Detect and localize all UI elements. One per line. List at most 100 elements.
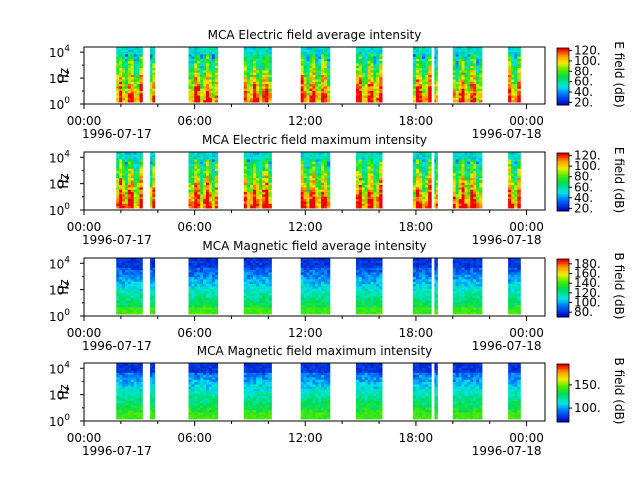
spectrogram-cell [262,274,266,278]
spectrogram-cell [318,175,322,179]
spectrogram-cell [119,191,123,195]
spectrogram-cell [321,196,325,200]
spectrogram-cell [473,152,477,155]
spectrogram-cell [208,79,213,82]
spectrogram-cell [455,56,460,59]
spectrogram-cell [309,180,313,183]
spectrogram-cell [262,203,266,207]
spectrogram-cell [508,60,512,64]
spectrogram-cell [306,265,310,268]
spectrogram-cell [422,56,426,59]
spectrogram-cell [470,92,474,96]
spectrogram-cell [361,156,366,160]
spectrogram-cell [243,161,248,165]
spectrogram-cell [508,81,512,85]
spectrogram-cell [367,290,371,294]
spectrogram-cell [412,83,417,87]
spectrogram-cell [473,74,477,78]
spectrogram-cell [200,288,204,292]
spectrogram-cell [197,49,201,52]
spectrogram-cell [458,63,462,66]
spectrogram-cell [318,194,322,197]
spectrogram-cell [435,300,438,303]
spectrogram-cell [425,79,429,82]
spectrogram-cell [324,92,328,96]
spectrogram-cell [300,159,304,162]
spectrogram-cell [379,286,383,289]
spectrogram-cell [379,163,383,167]
spectrogram-cell [412,47,417,50]
spectrogram-cell [364,152,368,155]
spectrogram-cell [208,159,213,162]
spectrogram-cell [358,69,363,73]
spectrogram-cell [326,92,331,96]
spectrogram-cell [208,156,213,160]
spectrogram-cell [246,274,251,278]
spectrogram-cell [203,307,207,310]
spectrogram-cell [367,99,371,103]
spectrogram-cell [300,196,304,200]
spectrogram-cell [324,156,328,160]
spectrogram-cell [418,170,423,174]
spectrogram-cell [200,262,204,266]
spectrogram-cell [139,276,143,280]
spectrogram-cell [415,269,420,273]
spectrogram-cell [412,187,417,190]
spectrogram-cell [321,295,325,299]
spectrogram-cell [452,88,457,91]
spectrogram-cell [355,304,360,308]
spectrogram-cell [246,152,251,155]
spectrogram-cell [203,281,207,285]
spectrogram-cell [268,269,272,273]
spectrogram-cell [152,163,156,167]
spectrogram-cell [511,201,515,204]
spectrogram-cell [415,283,420,287]
spectrogram-cell [476,53,480,57]
spectrogram-cell [412,90,417,94]
spectrogram-cell [367,279,371,282]
spectrogram-cell [361,86,366,89]
spectrogram-cell [300,58,304,62]
spectrogram-cell [188,205,192,209]
spectrogram-cell [206,265,210,268]
spectrogram-cell [303,269,307,273]
spectrogram-cell [434,203,437,207]
spectrogram-cell [249,79,254,82]
spectrogram-cell [464,163,468,167]
spectrogram-cell [458,180,462,183]
spectrogram-cell [127,203,132,207]
spectrogram-cell [511,170,515,174]
spectrogram-cell [262,297,266,301]
spectrogram-cell [214,97,219,101]
spectrogram-cell [473,83,477,87]
spectrogram-cell [136,92,140,96]
spectrogram-cell [479,163,483,167]
spectrogram-cell [315,60,319,64]
spectrogram-cell [418,60,423,64]
spectrogram-cell [361,267,366,271]
spectrogram-cell [367,97,371,101]
spectrogram-cell [249,262,254,266]
spectrogram-cell [418,175,423,179]
spectrogram-cell [358,293,363,296]
spectrogram-cell [208,290,213,294]
spectrogram-cell [214,203,219,207]
spectrogram-cell [208,311,213,315]
spectrogram-cell [191,95,195,98]
spectrogram-cell [256,286,260,289]
spectrogram-cell [133,154,137,158]
spectrogram-cell [373,159,377,162]
spectrogram-cell [315,196,319,200]
spectrogram-cell [373,97,377,101]
spectrogram-cell [508,79,512,82]
spectrogram-cell [200,182,204,186]
spectrogram-cell [152,290,156,294]
spectrogram-cell [326,72,331,75]
spectrogram-cell [321,63,325,66]
spectrogram-cell [243,88,248,91]
spectrogram-cell [358,262,363,266]
spectrogram-cell [127,205,132,209]
spectrogram-cell [355,201,360,204]
spectrogram-cell [127,76,132,80]
spectrogram-cell [379,76,383,80]
